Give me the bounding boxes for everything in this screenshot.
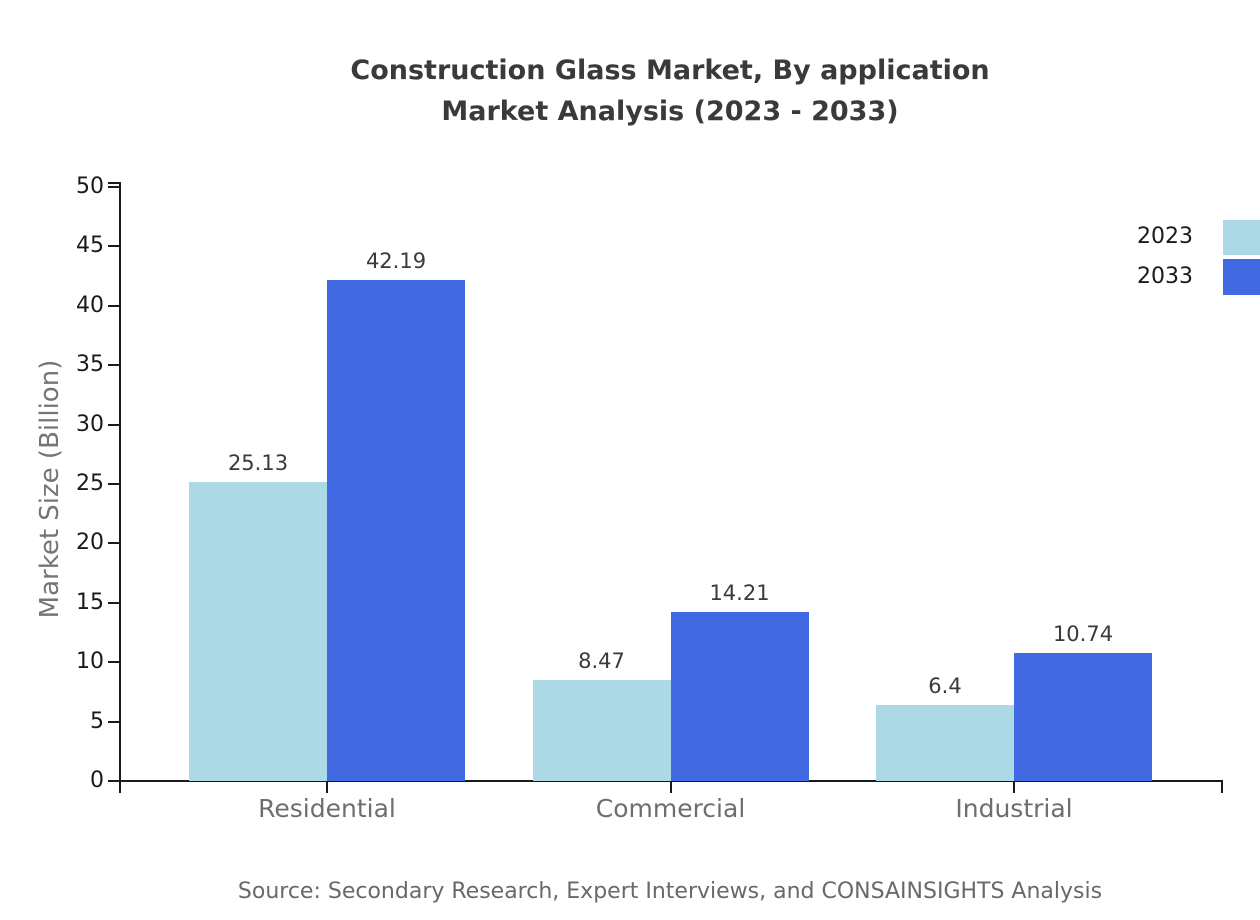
y-tick (108, 186, 120, 188)
bar-residential-2023 (189, 482, 327, 781)
source-note: Source: Secondary Research, Expert Inter… (237, 879, 1103, 904)
y-tick (108, 661, 120, 664)
y-tick-label: 20 (76, 530, 104, 556)
bar-value-label-commercial-2023: 8.47 (578, 649, 625, 674)
y-tick (108, 720, 120, 723)
y-tick (108, 483, 120, 485)
legend-label-2023: 2023 (1137, 224, 1193, 249)
y-tick-label: 15 (76, 589, 104, 615)
bar-industrial-2033 (1014, 653, 1152, 781)
legend-swatch-2023 (1223, 220, 1260, 255)
y-tick-label: 35 (76, 352, 104, 378)
y-tick (108, 245, 120, 248)
bar-value-label-residential-2033: 42.19 (365, 248, 427, 273)
y-tick (108, 423, 120, 426)
chart-title-line1: Construction Glass Market, By applicatio… (350, 55, 990, 86)
y-tick-label: 45 (76, 233, 104, 259)
y-tick (108, 364, 120, 367)
bar-value-label-industrial-2033: 10.74 (1052, 622, 1114, 647)
y-tick-label: 25 (76, 471, 104, 496)
y-tick-label: 50 (76, 174, 104, 199)
y-tick-label: 30 (76, 411, 104, 437)
x-tick-label-commercial: Commercial (595, 794, 746, 823)
y-tick-label: 5 (90, 708, 104, 734)
bar-commercial-2033 (670, 612, 809, 781)
legend-swatch-2033 (1223, 259, 1260, 295)
bar-value-label-residential-2023: 25.13 (227, 451, 289, 476)
y-tick (108, 304, 120, 307)
x-tick (1013, 782, 1015, 793)
x-tick (669, 782, 672, 793)
x-tick (326, 782, 328, 793)
bar-value-label-commercial-2033: 14.21 (709, 581, 770, 606)
bar-commercial-2023 (532, 680, 671, 781)
chart-title-line2: Market Analysis (2023 - 2033) (441, 96, 899, 127)
x-axis-line (108, 780, 1223, 782)
bar-industrial-2023 (876, 704, 1014, 781)
y-tick (108, 601, 120, 604)
bar-value-label-industrial-2023: 6.4 (928, 673, 962, 698)
x-tick-label-residential: Residential (258, 794, 396, 823)
legend-label-2033: 2033 (1137, 264, 1193, 289)
y-tick (108, 780, 120, 782)
y-axis-line (119, 182, 121, 793)
y-tick (108, 542, 120, 545)
chart-title: Construction Glass Market, By applicatio… (120, 50, 1220, 132)
y-tick-label: 40 (76, 292, 104, 318)
y-tick-label: 0 (90, 768, 104, 793)
x-tick-label-industrial: Industrial (955, 794, 1073, 823)
y-tick-label: 10 (76, 649, 104, 675)
y-axis-endcap-tick (108, 182, 120, 184)
bar-residential-2033 (327, 279, 465, 781)
x-axis-endcap-tick (1221, 781, 1223, 793)
